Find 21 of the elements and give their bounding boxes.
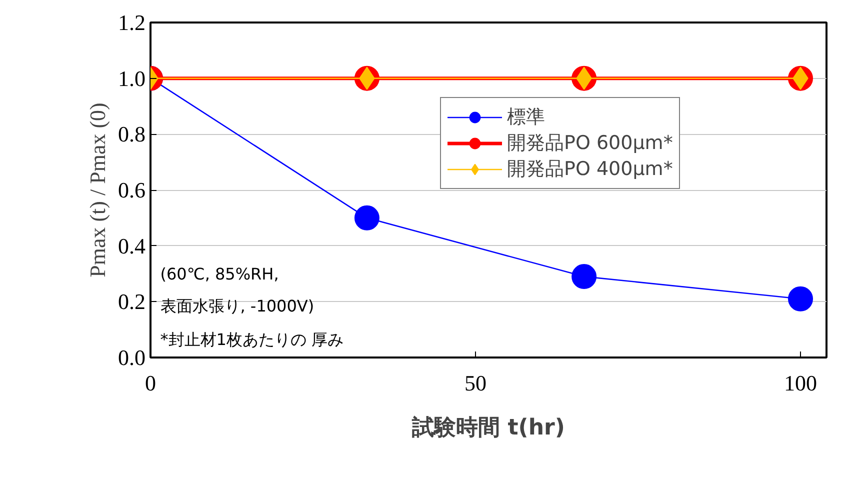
- y-tick-label: 0.6: [118, 178, 146, 202]
- y-tick-label: 0.8: [118, 122, 146, 147]
- point: [788, 286, 813, 312]
- annotation: 表面水張り, -1000V): [160, 296, 314, 316]
- annotation: *封止材1枚あたりの 厚み: [160, 330, 344, 349]
- y-axis-title: Pmax (t) / Pmax (0): [85, 102, 110, 278]
- x-tick-label: 0: [145, 370, 156, 396]
- annotation: (60℃, 85%RH,: [160, 264, 279, 284]
- legend-label: 開発品PO 600μm*: [507, 131, 673, 156]
- x-tick-label: 50: [464, 370, 486, 396]
- y-tick-label: 1.0: [118, 66, 146, 91]
- point: [572, 264, 597, 290]
- legend-label: 標準: [507, 105, 545, 130]
- point: [354, 205, 380, 230]
- y-tick-label: 1.2: [118, 10, 146, 35]
- y-tick-label: 0.2: [118, 289, 146, 314]
- legend-label: 開発品PO 400μm*: [507, 157, 673, 182]
- y-tick-label: 0.4: [118, 233, 146, 258]
- x-axis-title: 試験時間 t(hr): [411, 416, 565, 440]
- x-tick-label: 100: [784, 370, 817, 396]
- y-tick-label: 0.0: [118, 345, 146, 370]
